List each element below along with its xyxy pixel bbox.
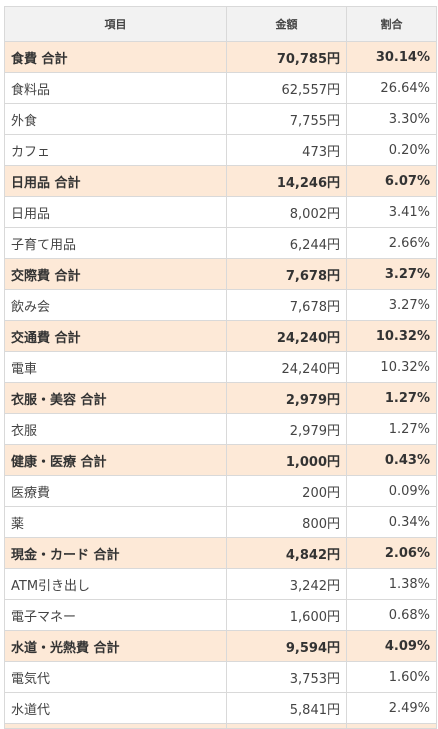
category-subtotal-row: 食費 合計 70,785円 30.14%: [4, 41, 437, 73]
table-header-row: 項目 金額 割合: [4, 6, 437, 42]
table-row: 衣服 2,979円 1.27%: [4, 413, 437, 445]
row-percent-cell: 3.30%: [346, 103, 437, 135]
table-row: 電気代 3,753円 1.60%: [4, 661, 437, 693]
row-name-cell: 現金・カード 合計: [4, 537, 227, 569]
row-amount-cell: 1,600円: [226, 599, 347, 631]
row-name-cell: 薬: [4, 506, 227, 538]
row-name-cell: 健康・医療 合計: [4, 444, 227, 476]
row-name-cell: 食料品: [4, 72, 227, 104]
row-percent-cell: 0.34%: [346, 506, 437, 538]
row-percent-cell: 3.27%: [346, 258, 437, 290]
row-percent-cell: 3.41%: [346, 196, 437, 228]
row-percent-cell: 0.43%: [346, 444, 437, 476]
row-amount-cell: 4,842円: [226, 537, 347, 569]
row-name-cell: 電車: [4, 351, 227, 383]
row-name-cell: 衣服・美容 合計: [4, 382, 227, 414]
table-row: ATM引き出し 3,242円 1.38%: [4, 568, 437, 600]
row-percent-cell: 2.49%: [346, 692, 437, 724]
row-amount-cell: 3,242円: [226, 568, 347, 600]
row-amount-cell: 1,000円: [226, 444, 347, 476]
row-amount-cell: 9,594円: [226, 630, 347, 662]
table-row: 電車 24,240円 10.32%: [4, 351, 437, 383]
row-name-cell: 水道・光熱費 合計: [4, 630, 227, 662]
row-percent-cell: 1.27%: [346, 382, 437, 414]
row-percent-cell: 0.20%: [346, 134, 437, 166]
row-amount-cell: 2,979円: [226, 382, 347, 414]
category-subtotal-row: 交通費 合計 24,240円 10.32%: [4, 320, 437, 352]
row-percent-cell: 0.68%: [346, 599, 437, 631]
row-name-cell: 日用品 合計: [4, 165, 227, 197]
row-percent-cell: 2.66%: [346, 227, 437, 259]
expense-breakdown-table: 項目 金額 割合 食費 合計 70,785円 30.14% 食料品 62,557円 26.…: [4, 6, 437, 729]
table-row: 水道代 5,841円 2.49%: [4, 692, 437, 724]
row-name-cell: 電気代: [4, 661, 227, 693]
category-subtotal-row: 交際費 合計 7,678円 3.27%: [4, 258, 437, 290]
row-name-cell: 交際費 合計: [4, 258, 227, 290]
row-name-cell: カフェ: [4, 134, 227, 166]
row-amount-cell: 62,557円: [226, 72, 347, 104]
row-amount-cell: 3,753円: [226, 661, 347, 693]
row-amount-cell: 473円: [226, 134, 347, 166]
row-amount-cell: 24,240円: [226, 351, 347, 383]
row-percent-cell: 26.64%: [346, 72, 437, 104]
category-subtotal-row: 現金・カード 合計 4,842円 2.06%: [4, 537, 437, 569]
partial-row-cell: [4, 723, 227, 729]
row-name-cell: 子育て用品: [4, 227, 227, 259]
row-percent-cell: 4.09%: [346, 630, 437, 662]
row-name-cell: 外食: [4, 103, 227, 135]
row-name-cell: 水道代: [4, 692, 227, 724]
category-subtotal-row: 水道・光熱費 合計 9,594円 4.09%: [4, 630, 437, 662]
row-percent-cell: 2.06%: [346, 537, 437, 569]
header-amount: 金額: [226, 6, 347, 42]
header-item: 項目: [4, 6, 227, 42]
row-percent-cell: 10.32%: [346, 320, 437, 352]
row-percent-cell: 3.27%: [346, 289, 437, 321]
partial-row-cell: [346, 723, 437, 729]
row-amount-cell: 2,979円: [226, 413, 347, 445]
partial-row-cell: [226, 723, 347, 729]
row-percent-cell: 1.27%: [346, 413, 437, 445]
row-name-cell: 食費 合計: [4, 41, 227, 73]
row-amount-cell: 6,244円: [226, 227, 347, 259]
table-row: 医療費 200円 0.09%: [4, 475, 437, 507]
row-name-cell: 日用品: [4, 196, 227, 228]
row-amount-cell: 200円: [226, 475, 347, 507]
row-percent-cell: 6.07%: [346, 165, 437, 197]
table-row: 日用品 8,002円 3.41%: [4, 196, 437, 228]
row-percent-cell: 1.60%: [346, 661, 437, 693]
row-percent-cell: 0.09%: [346, 475, 437, 507]
table-row: 食料品 62,557円 26.64%: [4, 72, 437, 104]
expense-breakdown-table-container: 項目 金額 割合 食費 合計 70,785円 30.14% 食料品 62,557円 26.…: [4, 6, 437, 729]
category-subtotal-row: 日用品 合計 14,246円 6.07%: [4, 165, 437, 197]
row-amount-cell: 24,240円: [226, 320, 347, 352]
row-amount-cell: 14,246円: [226, 165, 347, 197]
row-name-cell: 交通費 合計: [4, 320, 227, 352]
table-row: 薬 800円 0.34%: [4, 506, 437, 538]
row-amount-cell: 5,841円: [226, 692, 347, 724]
table-row: カフェ 473円 0.20%: [4, 134, 437, 166]
row-amount-cell: 7,678円: [226, 258, 347, 290]
row-amount-cell: 70,785円: [226, 41, 347, 73]
table-row: 子育て用品 6,244円 2.66%: [4, 227, 437, 259]
row-name-cell: 電子マネー: [4, 599, 227, 631]
header-percent: 割合: [346, 6, 437, 42]
row-name-cell: 衣服: [4, 413, 227, 445]
row-percent-cell: 1.38%: [346, 568, 437, 600]
row-name-cell: 飲み会: [4, 289, 227, 321]
row-amount-cell: 8,002円: [226, 196, 347, 228]
row-percent-cell: 10.32%: [346, 351, 437, 383]
category-subtotal-row: 衣服・美容 合計 2,979円 1.27%: [4, 382, 437, 414]
row-name-cell: ATM引き出し: [4, 568, 227, 600]
row-amount-cell: 7,755円: [226, 103, 347, 135]
row-amount-cell: 800円: [226, 506, 347, 538]
table-row: 飲み会 7,678円 3.27%: [4, 289, 437, 321]
row-percent-cell: 30.14%: [346, 41, 437, 73]
table-row: 外食 7,755円 3.30%: [4, 103, 437, 135]
table-row: 電子マネー 1,600円 0.68%: [4, 599, 437, 631]
partial-row: [4, 723, 437, 729]
row-amount-cell: 7,678円: [226, 289, 347, 321]
row-name-cell: 医療費: [4, 475, 227, 507]
category-subtotal-row: 健康・医療 合計 1,000円 0.43%: [4, 444, 437, 476]
